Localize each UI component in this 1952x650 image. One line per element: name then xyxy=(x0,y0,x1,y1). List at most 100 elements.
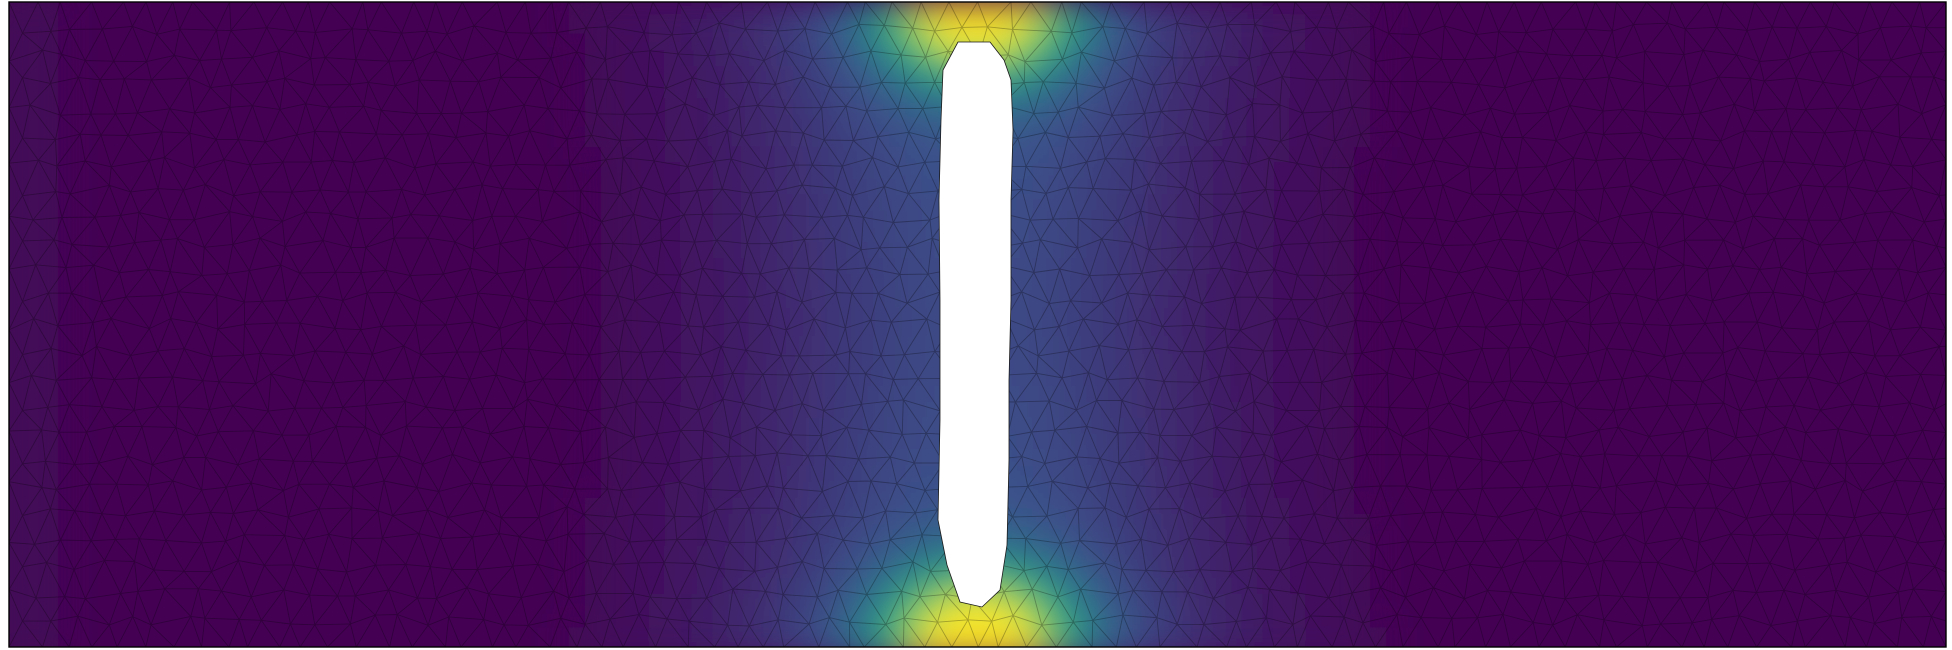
field-cell xyxy=(729,210,746,227)
field-cell xyxy=(1225,130,1242,147)
field-cell xyxy=(1321,354,1338,371)
field-cell xyxy=(697,562,714,579)
field-cell xyxy=(857,578,874,595)
field-cell xyxy=(857,98,874,115)
field-cell xyxy=(681,434,698,451)
field-cell xyxy=(793,306,810,323)
field-cell xyxy=(1113,114,1130,131)
field-cell xyxy=(745,34,762,51)
field-cell xyxy=(1289,514,1306,531)
field-cell xyxy=(1225,642,1242,647)
field-cell xyxy=(665,82,682,99)
field-cell xyxy=(713,146,730,163)
field-cell xyxy=(649,642,666,647)
field-cell xyxy=(1289,466,1306,483)
field-cell xyxy=(1081,178,1098,195)
field-cell xyxy=(1305,34,1322,51)
field-cell xyxy=(665,322,682,339)
field-cell xyxy=(1033,450,1050,467)
field-cell xyxy=(1161,178,1178,195)
field-cell xyxy=(841,274,858,291)
field-cell xyxy=(617,178,634,195)
field-cell xyxy=(1305,290,1322,307)
field-cell xyxy=(25,450,42,467)
field-cell xyxy=(1017,562,1034,579)
field-cell xyxy=(649,418,666,435)
field-cell xyxy=(585,114,602,131)
field-cell xyxy=(1017,418,1034,435)
field-cell xyxy=(41,274,58,291)
mesh-edges xyxy=(9,2,1946,647)
field-cell xyxy=(857,322,874,339)
field-cell xyxy=(41,114,58,131)
field-cell xyxy=(1337,418,1354,435)
field-cell xyxy=(665,274,682,291)
field-cell xyxy=(569,642,586,647)
field-cell xyxy=(681,626,698,643)
field-cell xyxy=(825,498,842,515)
field-cell xyxy=(1209,82,1226,99)
field-cell xyxy=(697,66,714,83)
field-cell xyxy=(697,498,714,515)
field-cell xyxy=(1177,114,1194,131)
field-cell xyxy=(857,530,874,547)
field-cell xyxy=(1209,370,1226,387)
field-cell xyxy=(1097,626,1114,643)
field-cell xyxy=(1273,50,1290,67)
field-cell xyxy=(1209,338,1226,355)
field-cell xyxy=(1273,274,1290,291)
field-cell xyxy=(1113,482,1130,499)
field-cell xyxy=(777,290,794,307)
field-cell xyxy=(873,418,890,435)
field-cell xyxy=(809,162,826,179)
field-cell xyxy=(1017,354,1034,371)
field-cell xyxy=(1145,50,1162,67)
field-cell xyxy=(1241,82,1258,99)
field-cell xyxy=(1081,402,1098,419)
field-cell xyxy=(1241,18,1258,35)
field-cell xyxy=(1129,418,1146,435)
field-cell xyxy=(1273,386,1290,403)
field-cell xyxy=(921,194,938,211)
field-cell xyxy=(1017,98,1034,115)
field-cell xyxy=(889,562,906,579)
field-cell xyxy=(1193,498,1210,515)
field-cell xyxy=(1241,514,1258,531)
field-cell xyxy=(1065,610,1082,627)
field-cell xyxy=(1209,386,1226,403)
field-cell xyxy=(713,578,730,595)
field-cell xyxy=(889,386,906,403)
field-cell xyxy=(585,546,602,563)
field-cell xyxy=(1113,498,1130,515)
field-cell xyxy=(793,258,810,275)
field-cell xyxy=(1273,498,1290,515)
field-cell xyxy=(25,130,42,147)
field-cell xyxy=(697,418,714,435)
field-cell xyxy=(9,18,26,35)
field-cell xyxy=(1337,146,1354,163)
field-cell xyxy=(1065,466,1082,483)
field-cell xyxy=(1049,562,1066,579)
field-cell xyxy=(633,450,650,467)
field-cell xyxy=(41,2,58,19)
field-cell xyxy=(1097,114,1114,131)
field-cell xyxy=(1225,466,1242,483)
field-cell xyxy=(1257,594,1274,611)
field-cell xyxy=(9,610,26,627)
field-cell xyxy=(9,514,26,531)
field-cell xyxy=(1113,162,1130,179)
field-cell xyxy=(921,322,938,339)
field-cell xyxy=(873,162,890,179)
field-cell xyxy=(1193,370,1210,387)
field-cell xyxy=(617,626,634,643)
field-cell xyxy=(841,18,858,35)
field-cell xyxy=(1033,466,1050,483)
field-cell xyxy=(617,290,634,307)
field-cell xyxy=(9,98,26,115)
field-cell xyxy=(665,194,682,211)
field-cell xyxy=(873,626,890,643)
field-cell xyxy=(665,162,682,179)
field-cell xyxy=(1193,402,1210,419)
field-cell xyxy=(1209,530,1226,547)
field-cell xyxy=(857,626,874,643)
